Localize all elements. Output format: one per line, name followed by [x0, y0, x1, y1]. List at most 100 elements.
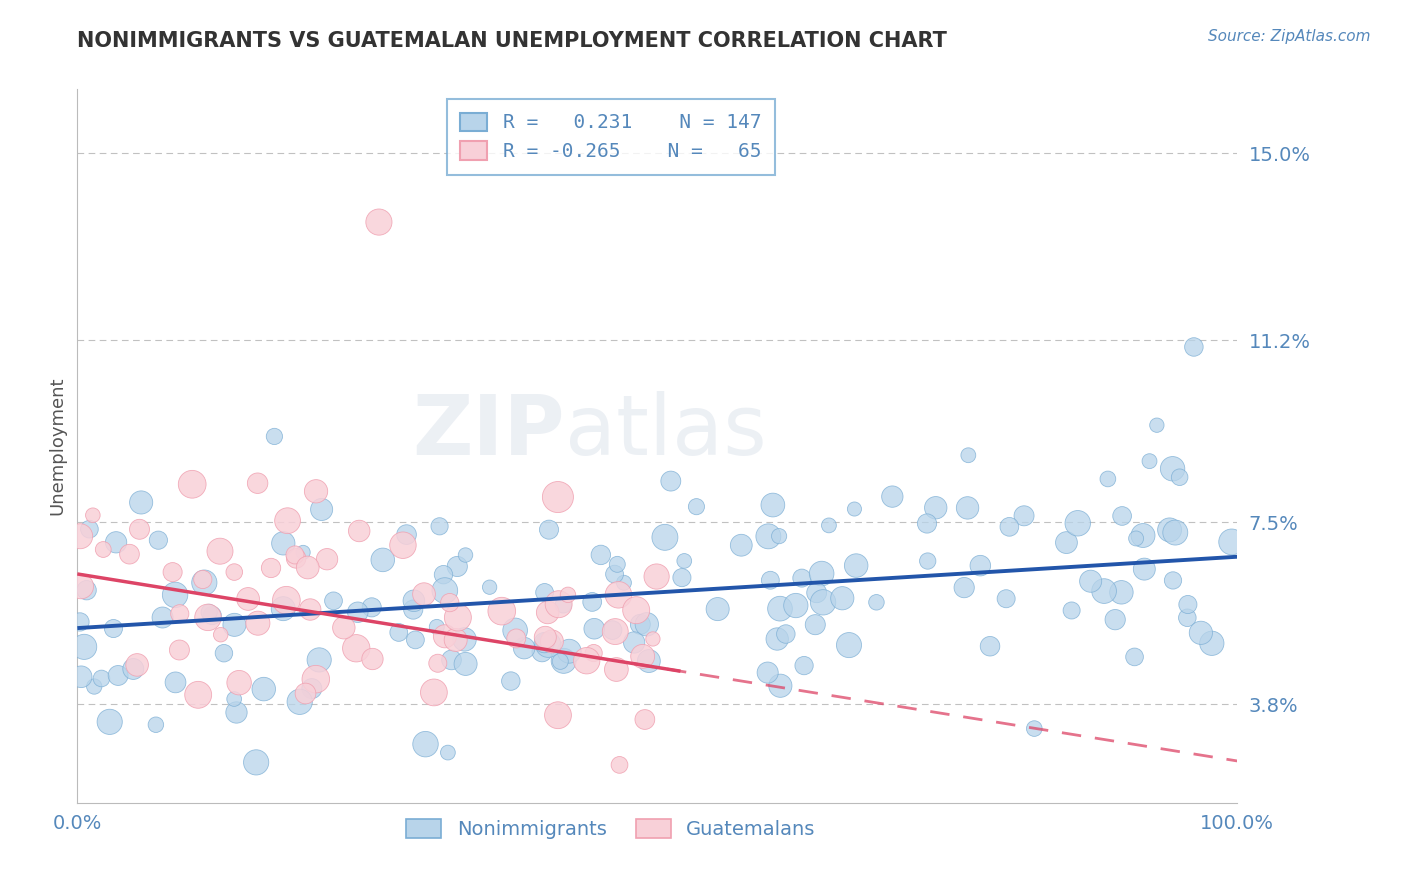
Point — [454, 657, 477, 671]
Point — [322, 594, 344, 608]
Point — [613, 575, 636, 590]
Point — [831, 591, 853, 606]
Point — [1161, 462, 1184, 476]
Point — [69, 615, 91, 629]
Point — [956, 500, 979, 515]
Point — [432, 567, 454, 582]
Point — [148, 533, 170, 548]
Point — [575, 654, 598, 668]
Point — [1060, 603, 1083, 617]
Point — [152, 610, 174, 624]
Point — [1111, 585, 1133, 599]
Point — [453, 632, 475, 647]
Point — [806, 586, 828, 600]
Point — [811, 595, 834, 609]
Point — [212, 646, 235, 660]
Point — [1104, 613, 1126, 627]
Point — [557, 588, 579, 602]
Point — [165, 675, 187, 690]
Point — [224, 618, 246, 632]
Point — [953, 581, 976, 595]
Point — [491, 604, 513, 618]
Point — [541, 634, 564, 648]
Point — [305, 484, 328, 499]
Point — [181, 477, 204, 491]
Point — [603, 567, 626, 582]
Point — [818, 518, 841, 533]
Point — [193, 575, 215, 590]
Point — [292, 545, 315, 559]
Point — [537, 523, 560, 537]
Point — [118, 547, 141, 561]
Point — [1220, 535, 1243, 549]
Point — [201, 608, 224, 623]
Point — [191, 573, 214, 587]
Text: Source: ZipAtlas.com: Source: ZipAtlas.com — [1208, 29, 1371, 44]
Point — [165, 588, 187, 602]
Point — [224, 565, 246, 579]
Point — [333, 621, 356, 635]
Point — [128, 522, 150, 536]
Point — [297, 560, 319, 574]
Point — [169, 607, 191, 621]
Point — [73, 640, 96, 654]
Point — [1146, 418, 1168, 433]
Point — [766, 632, 789, 646]
Point — [602, 623, 624, 637]
Point — [631, 649, 654, 664]
Point — [1092, 584, 1115, 599]
Point — [311, 502, 333, 516]
Point — [1133, 562, 1156, 576]
Point — [547, 597, 569, 611]
Point — [957, 448, 980, 462]
Point — [605, 663, 627, 677]
Point — [845, 558, 868, 573]
Point — [371, 553, 394, 567]
Point — [433, 629, 456, 643]
Point — [346, 605, 368, 619]
Point — [437, 746, 460, 760]
Point — [426, 657, 449, 671]
Point — [69, 529, 91, 543]
Point — [513, 641, 536, 656]
Point — [654, 530, 676, 544]
Point — [246, 616, 269, 631]
Point — [558, 644, 581, 658]
Point — [404, 632, 426, 647]
Point — [1168, 470, 1191, 484]
Point — [534, 631, 557, 645]
Point — [127, 657, 149, 672]
Point — [1111, 508, 1133, 523]
Point — [995, 591, 1018, 606]
Point — [301, 681, 323, 696]
Point — [402, 602, 425, 616]
Point — [395, 527, 418, 541]
Point — [685, 500, 707, 514]
Point — [162, 565, 184, 579]
Text: ZIP: ZIP — [412, 392, 565, 472]
Point — [145, 717, 167, 731]
Point — [316, 552, 339, 566]
Point — [1175, 611, 1198, 625]
Point — [537, 638, 560, 652]
Point — [499, 674, 522, 689]
Point — [276, 593, 298, 607]
Point — [533, 585, 555, 599]
Point — [392, 538, 415, 552]
Point — [305, 672, 328, 686]
Point — [1097, 472, 1119, 486]
Point — [263, 429, 285, 443]
Point — [706, 602, 728, 616]
Point — [246, 476, 269, 491]
Point — [634, 713, 657, 727]
Point — [70, 579, 93, 593]
Point — [844, 502, 866, 516]
Point — [915, 516, 938, 531]
Point — [253, 682, 276, 697]
Point — [454, 548, 477, 562]
Point — [360, 600, 382, 615]
Point — [197, 610, 219, 624]
Point — [429, 519, 451, 533]
Point — [1024, 722, 1046, 736]
Point — [284, 548, 307, 562]
